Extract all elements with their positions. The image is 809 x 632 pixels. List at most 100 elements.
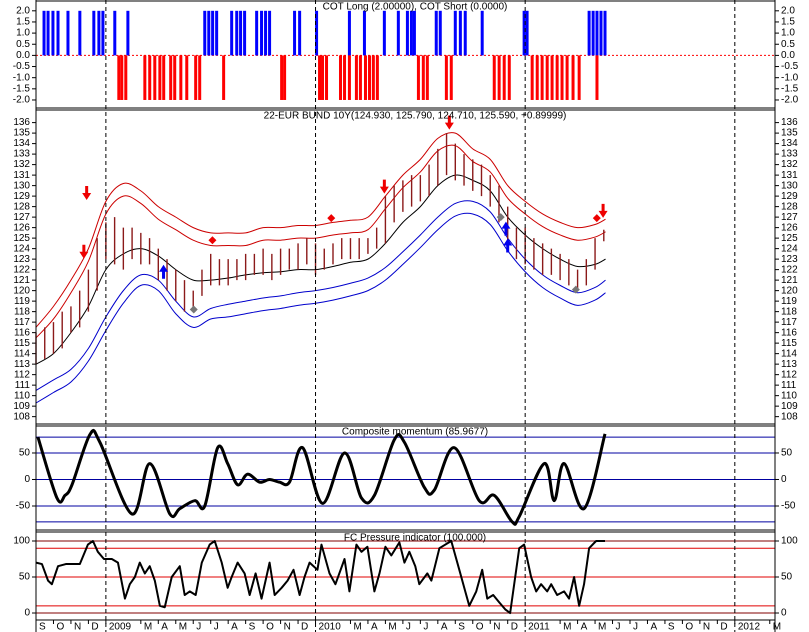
x-tick-label: M [773, 622, 781, 632]
bar [211, 10, 215, 56]
bar [409, 10, 413, 56]
bar [375, 55, 379, 100]
signal-marker [159, 264, 169, 279]
y-tick-label: 131 [13, 170, 30, 181]
bar [169, 55, 173, 100]
y-tick-label: -1.0 [13, 72, 31, 83]
signal-marker [208, 236, 217, 245]
y-tick-label: 117 [781, 317, 797, 328]
y-tick-label: 121 [781, 275, 798, 286]
bar [78, 10, 82, 56]
x-tick-label: A [161, 622, 168, 632]
bar [97, 10, 101, 56]
y-tick-label: 133 [781, 149, 798, 160]
indicator-line [36, 428, 607, 526]
bar [362, 10, 366, 56]
y-tick-label: 125 [13, 233, 30, 244]
x-tick-label: M [179, 622, 187, 632]
bar [66, 10, 70, 56]
x-tick-label: N [703, 622, 710, 632]
bar [587, 10, 591, 56]
bar [230, 10, 234, 56]
bar [117, 55, 121, 100]
y-tick-label: 100 [781, 536, 798, 547]
bar [555, 55, 559, 100]
panel-title: Composite momentum (85.9677) [342, 427, 488, 438]
bar [507, 55, 511, 100]
y-tick-label: -1.0 [781, 72, 799, 83]
bar [363, 55, 367, 100]
x-tick-label: D [91, 622, 98, 632]
bar [325, 55, 329, 100]
x-tick-label: N [284, 622, 291, 632]
y-tick-label: 127 [781, 212, 798, 223]
bar [438, 10, 442, 56]
bar [215, 10, 219, 56]
y-tick-label: -1.5 [781, 83, 799, 94]
bar [458, 10, 462, 56]
bar [591, 10, 595, 56]
bar [480, 10, 484, 56]
panel-title: COT Long (2.00000), COT Short (0.0000) [323, 2, 508, 13]
bar [318, 55, 322, 100]
y-tick-label: -50 [781, 501, 796, 512]
x-tick-label: A [231, 622, 238, 632]
band-line [35, 212, 606, 404]
y-tick-label: -50 [16, 501, 31, 512]
y-tick-label: 2.0 [781, 5, 795, 16]
bar [158, 55, 162, 100]
bar [545, 55, 549, 100]
y-tick-label: 109 [13, 401, 30, 412]
signal-marker [82, 185, 92, 200]
bar [92, 10, 96, 56]
y-tick-label: 118 [781, 306, 797, 317]
bar [492, 55, 496, 100]
bar [339, 55, 343, 100]
y-tick-label: 132 [13, 159, 30, 170]
bar [382, 10, 386, 56]
bar [113, 10, 117, 56]
signal-marker [592, 214, 601, 223]
signal-marker [571, 285, 580, 294]
bar [358, 55, 362, 100]
band-line [35, 144, 606, 339]
bar [268, 10, 272, 56]
x-tick-label: J [423, 622, 428, 632]
x-tick-label: J [406, 622, 411, 632]
bar [185, 55, 189, 100]
x-tick-label: O [56, 622, 64, 632]
x-tick-label: S [39, 622, 46, 632]
y-tick-label: 108 [13, 411, 30, 422]
bar [550, 55, 554, 100]
x-tick-label: D [720, 622, 727, 632]
bar [368, 55, 372, 100]
x-tick-label: M [388, 622, 396, 632]
y-tick-label: 1.5 [781, 17, 795, 28]
y-tick-label: 128 [13, 201, 30, 212]
signal-marker [327, 214, 336, 223]
y-tick-label: 115 [14, 338, 30, 349]
y-tick-label: 122 [13, 264, 30, 275]
y-tick-label: 2.0 [16, 5, 30, 16]
y-tick-label: 132 [781, 159, 798, 170]
y-tick-label: 50 [781, 448, 793, 459]
y-tick-label: 110 [781, 390, 797, 401]
bar [449, 55, 453, 100]
bar [497, 55, 501, 100]
y-tick-label: 100 [13, 536, 30, 547]
bar [298, 10, 302, 56]
bar [412, 10, 416, 56]
y-tick-label: 0.5 [16, 39, 30, 50]
bar [235, 10, 239, 56]
bar [203, 10, 207, 56]
bar [343, 55, 347, 100]
x-tick-label: N [74, 622, 81, 632]
bar [405, 10, 409, 56]
y-tick-label: 117 [14, 317, 30, 328]
panel-title: 22-EUR BUND 10Y(124.930, 125.790, 124.71… [264, 111, 567, 122]
bar [56, 10, 60, 56]
x-tick-label: J [214, 622, 219, 632]
y-tick-label: 126 [13, 222, 30, 233]
y-tick-label: 135 [781, 128, 798, 139]
